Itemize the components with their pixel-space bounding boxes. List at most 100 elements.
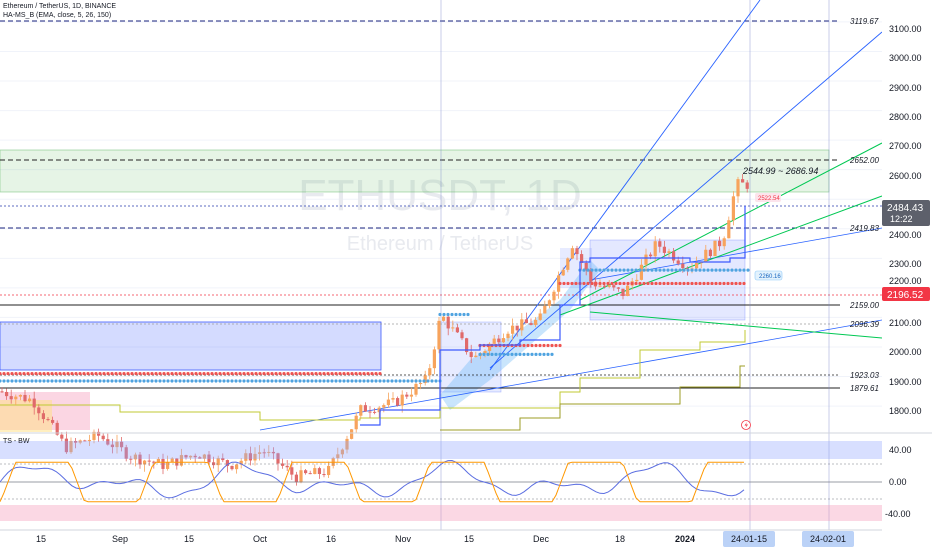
indicator-dot [126, 371, 130, 376]
time-highlight-2[interactable] [802, 531, 854, 547]
candle-body [497, 338, 501, 343]
indicator-dot [534, 343, 538, 348]
blue-box-dec [589, 239, 746, 321]
indicator-dot [418, 379, 422, 383]
indicator-dot [478, 352, 482, 356]
indicator-dot [494, 352, 498, 356]
candle-body [87, 439, 91, 442]
candle-body [363, 405, 367, 412]
indicator-dot [230, 371, 234, 376]
trend-green-upper [579, 142, 883, 301]
candle-body [386, 399, 390, 406]
candle-body [262, 452, 266, 454]
indicator-dot [94, 371, 98, 376]
indicator-dot [114, 371, 118, 376]
indicator-dot [0, 371, 2, 376]
candle-body [248, 453, 252, 461]
price-tick-2200: 2200.00 [889, 276, 922, 286]
indicator-dot [690, 268, 694, 272]
candle-body [419, 383, 423, 385]
candle-body [626, 285, 630, 297]
indicator-dot [282, 379, 286, 383]
candle-body [271, 451, 275, 454]
indicator-dot [710, 281, 714, 286]
candle-body [350, 429, 354, 439]
tag-2522-label: 2522.54 [758, 196, 780, 202]
indicator-dot [86, 371, 90, 376]
lightning-icon-glyph [744, 422, 748, 428]
candle-body [239, 460, 243, 465]
indicator-dot [442, 312, 446, 317]
indicator-dot [422, 379, 426, 383]
indicator-dot [558, 281, 562, 286]
candle-body [83, 440, 87, 442]
indicator-dot [10, 371, 14, 376]
candle-body [474, 355, 478, 358]
indicator-dot [38, 379, 42, 383]
indicator-dot [702, 281, 706, 286]
indicator-dot [266, 379, 270, 383]
candle-body [336, 454, 340, 459]
indicator-dot [370, 379, 374, 383]
indicator-dot [106, 379, 110, 383]
candle-body [405, 394, 409, 397]
time-label-oct: Oct [253, 534, 268, 544]
candle-body [37, 407, 41, 414]
indicator-dot [678, 281, 682, 286]
indicator-dot [134, 371, 138, 376]
price-tick-2900: 2900.00 [889, 83, 922, 93]
indicator-dot [362, 379, 366, 383]
indicator-dot [530, 343, 534, 348]
indicator-dot [274, 379, 278, 383]
indicator-dot [666, 268, 670, 272]
indicator-dot [226, 379, 230, 383]
indicator-dot [610, 268, 614, 272]
time-highlight-1[interactable] [723, 531, 775, 547]
candle-body [391, 398, 395, 400]
level-2096-label: 2096.39 [849, 320, 879, 329]
indicator-dot [310, 371, 314, 376]
indicator-dot [670, 281, 674, 286]
candle-body [713, 240, 717, 257]
candle-body [524, 319, 528, 324]
indicator-dot [594, 281, 598, 286]
indicator-dot [26, 371, 30, 376]
indicator-dot [66, 379, 70, 383]
candle-body [138, 454, 142, 465]
indicator-dot [294, 371, 298, 376]
candle-body [460, 332, 464, 339]
indicator-dot [198, 371, 202, 376]
indicator-dot [174, 379, 178, 383]
indicator-dot [686, 268, 690, 272]
candle-body [327, 465, 331, 476]
candle-body [396, 398, 400, 406]
candle-body [92, 431, 96, 440]
time-label-2024: 2024 [675, 534, 695, 544]
candle-body [681, 263, 685, 269]
indicator-dot [714, 281, 718, 286]
time-axis: 15 Sep 15 Oct 16 Nov 15 Dec 18 2024 [36, 534, 695, 544]
indicator-dot [238, 371, 242, 376]
price-axis: 3100.00 3000.00 2900.00 2800.00 2700.00 … [889, 24, 922, 416]
indicator-dot [310, 379, 314, 383]
candle-body [69, 440, 73, 453]
candle-body [235, 464, 239, 470]
candle-body [566, 258, 570, 270]
indicator-dot [614, 281, 618, 286]
candle-body [469, 352, 473, 358]
indicator-dot [158, 379, 162, 383]
indicator-dot [278, 371, 282, 376]
blue-cloud [440, 260, 600, 410]
candle-body [455, 327, 459, 333]
indicator-dot [98, 379, 102, 383]
indicator-dot [106, 371, 110, 376]
indicator-dot [626, 268, 630, 272]
candle-body [133, 454, 137, 460]
indicator-dot [98, 371, 102, 376]
indicator-dot [398, 379, 402, 383]
indicator-dot [30, 371, 34, 376]
indicator-dot [318, 371, 322, 376]
indicator-dot [686, 281, 690, 286]
dots-layer [0, 268, 750, 383]
